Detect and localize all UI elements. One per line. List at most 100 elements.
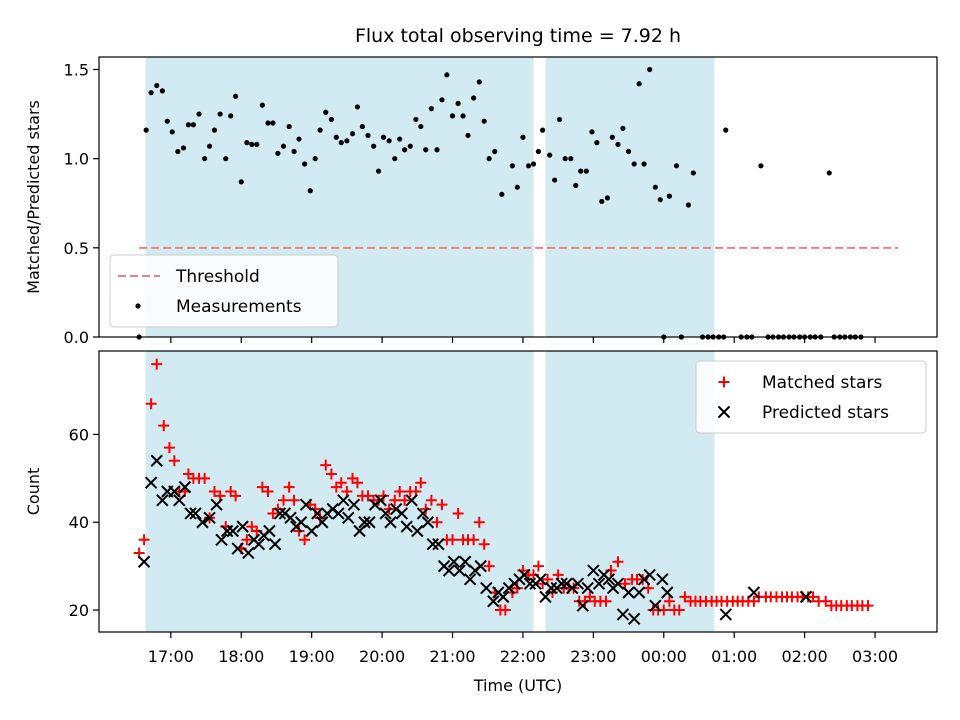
data-point [421, 516, 435, 529]
data-point [476, 79, 482, 85]
data-point [612, 556, 624, 568]
data-point [460, 113, 466, 119]
data-point [481, 118, 487, 124]
data-point [434, 147, 440, 153]
data-point [284, 511, 297, 525]
data-point [589, 129, 595, 135]
data-point [389, 494, 401, 506]
data-point [190, 122, 196, 128]
data-point [335, 477, 347, 489]
data-point [465, 132, 471, 139]
data-point [220, 524, 234, 538]
data-point [405, 494, 418, 507]
x-tick-label: 03:00 [852, 647, 898, 666]
data-point [280, 143, 287, 149]
data-point [578, 168, 584, 174]
data-point [799, 590, 813, 604]
data-point [583, 168, 589, 174]
x-tick-label: 01:00 [711, 647, 757, 666]
data-point [399, 494, 411, 506]
data-point [599, 198, 605, 205]
data-point [555, 577, 568, 590]
data-point [299, 498, 313, 511]
data-point [523, 577, 537, 590]
legend-box [695, 360, 927, 434]
data-point [233, 93, 239, 99]
data-point [602, 573, 616, 586]
data-point [499, 604, 511, 616]
data-point [189, 507, 202, 520]
data-point [449, 113, 456, 119]
data-point [471, 95, 477, 101]
data-point [178, 480, 192, 494]
data-point [342, 511, 355, 525]
data-point [362, 490, 374, 502]
data-point [169, 129, 175, 135]
data-point [377, 490, 389, 502]
data-point [158, 420, 170, 432]
data-point [363, 516, 376, 529]
data-point [173, 494, 186, 507]
data-point [573, 182, 579, 189]
y-tick-label: 0.0 [64, 328, 89, 347]
data-point [442, 564, 456, 577]
data-point [539, 590, 552, 604]
data-point [453, 564, 466, 577]
x-tick-label: 20:00 [359, 647, 405, 666]
data-point [518, 568, 531, 582]
data-point [636, 81, 642, 87]
data-point [509, 163, 515, 169]
data-point [349, 131, 356, 137]
data-point [270, 120, 276, 126]
data-point [144, 476, 158, 489]
data-point [320, 459, 332, 471]
x-tick-label: 21:00 [429, 647, 475, 666]
data-point [168, 485, 181, 498]
data-point [432, 537, 445, 551]
legend-label: Matched stars [762, 373, 882, 393]
data-point [273, 507, 287, 520]
data-point [862, 600, 874, 612]
data-point [622, 586, 635, 599]
data-point [547, 152, 553, 158]
x-tick-label: 02:00 [782, 647, 828, 666]
data-point [265, 120, 271, 126]
data-point [647, 66, 653, 73]
data-point [594, 140, 600, 146]
data-point [497, 590, 510, 604]
data-point [452, 507, 464, 519]
data-point [199, 472, 211, 484]
data-point [384, 516, 397, 529]
data-point [156, 494, 169, 507]
data-point [288, 494, 300, 506]
data-point [468, 534, 480, 546]
data-point [380, 134, 387, 140]
data-point [581, 581, 594, 595]
data-point [375, 168, 382, 174]
y-tick-label: 1.0 [64, 150, 89, 169]
data-point [379, 507, 392, 520]
data-point [416, 507, 430, 520]
x-axis-label: Time (UTC) [473, 676, 562, 695]
data-point [231, 542, 244, 555]
legend-label: Predicted stars [762, 403, 889, 423]
data-point [552, 569, 564, 581]
data-point [223, 156, 229, 162]
data-point [145, 398, 157, 410]
data-point [690, 170, 696, 176]
data-point [323, 109, 329, 115]
data-point [649, 599, 662, 612]
data-point [402, 147, 408, 153]
data-point [203, 511, 216, 525]
data-point [486, 156, 492, 162]
data-point [615, 141, 621, 147]
shaded-interval-ratio-1 [545, 57, 715, 337]
data-point [268, 537, 282, 551]
data-point [337, 494, 350, 507]
y-tick-label: 1.5 [64, 60, 89, 79]
data-point [511, 582, 523, 594]
data-point [532, 560, 544, 572]
data-point [365, 132, 371, 139]
data-point [643, 568, 656, 582]
data-point [238, 179, 244, 185]
